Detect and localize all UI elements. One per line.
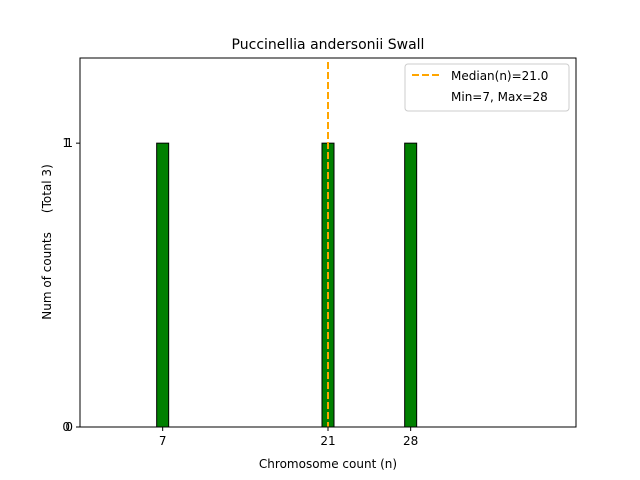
legend: Median(n)=21.0 Min=7, Max=28 xyxy=(404,63,570,112)
chart-title: Puccinellia andersonii Swall xyxy=(232,37,425,53)
y-tick-label-outer: 1 xyxy=(62,136,70,150)
legend-range-label: Min=7, Max=28 xyxy=(451,90,548,104)
plot-marks xyxy=(105,62,451,428)
legend-box xyxy=(404,63,570,112)
y-tick-label-outer: 0 xyxy=(62,420,70,434)
x-tick-label: 7 xyxy=(159,434,167,448)
legend-median-label: Median(n)=21.0 xyxy=(451,69,548,83)
y-tick-label: 0 xyxy=(65,420,73,434)
x-tick-label: 21 xyxy=(320,434,335,448)
bar-28 xyxy=(404,142,418,428)
x-tick-label: 28 xyxy=(403,434,418,448)
bar-7 xyxy=(156,142,170,428)
x-axis-ticks: 7 21 28 xyxy=(159,427,418,448)
x-axis-label: Chromosome count (n) xyxy=(259,457,397,471)
y-tick-label: 1 xyxy=(65,136,73,150)
y-axis-label: Num of counts (Total 3) xyxy=(40,164,54,319)
